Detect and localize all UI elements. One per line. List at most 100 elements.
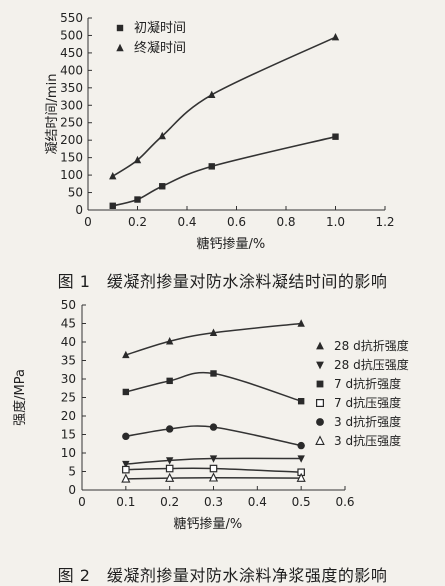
legend-label: 28 d抗折强度 bbox=[334, 338, 409, 353]
data-point bbox=[159, 183, 166, 190]
y-tick-label: 25 bbox=[61, 391, 76, 405]
legend-label: 3 d抗折强度 bbox=[334, 414, 401, 429]
data-point bbox=[109, 171, 117, 180]
setting-time-chart: 0 50 100 150 200 250 300 350 400 450 500 550 0 0.2 0.4… bbox=[44, 11, 395, 252]
y-tick-label: 40 bbox=[61, 335, 76, 349]
x-tick-label: 1.2 bbox=[375, 215, 394, 229]
data-point bbox=[296, 472, 306, 482]
y-tick-label: 150 bbox=[60, 151, 83, 165]
data-point bbox=[209, 455, 218, 463]
y-tick-label: 500 bbox=[60, 28, 83, 42]
x-tick-label: 1.0 bbox=[326, 215, 345, 229]
data-point bbox=[297, 455, 305, 463]
data-point bbox=[332, 133, 339, 140]
data-point bbox=[209, 328, 218, 336]
series-line-5 bbox=[125, 477, 302, 480]
figure-2-caption: 图 2 缓凝剂掺量对防水涂料净浆强度的影响 bbox=[57, 566, 388, 585]
y-tick-label: 50 bbox=[68, 186, 83, 200]
legend-marker bbox=[316, 380, 324, 388]
figure-1-caption: 图 1 缓凝剂掺量对防水涂料凝结时间的影响 bbox=[57, 272, 388, 291]
data-point bbox=[122, 432, 130, 441]
legend-label: 7 d抗压强度 bbox=[334, 395, 401, 410]
legend-marker bbox=[316, 418, 324, 426]
x-tick-label: 0.3 bbox=[204, 495, 223, 509]
y-tick-label: 300 bbox=[60, 98, 83, 112]
y-tick-label: 400 bbox=[60, 63, 83, 77]
data-point bbox=[210, 370, 217, 377]
legend-marker bbox=[116, 43, 124, 52]
x-axis-label: 糖钙掺量/% bbox=[174, 516, 243, 532]
data-point bbox=[208, 472, 219, 482]
figure-2: 0 5 10 15 20 25 30 35 40 45 50 0 0.1 0.2 0.3 0.4 0.5 0.6 糖… bbox=[0, 300, 445, 585]
data-point bbox=[121, 473, 131, 483]
legend-marker bbox=[316, 361, 324, 370]
data-point bbox=[109, 202, 116, 210]
x-tick-label: 0.8 bbox=[276, 215, 295, 229]
series-line-3 bbox=[125, 467, 302, 473]
y-tick-label: 450 bbox=[60, 46, 83, 60]
series-line-0 bbox=[125, 322, 302, 356]
y-tick-label: 10 bbox=[61, 446, 76, 460]
y-tick-label: 550 bbox=[60, 11, 83, 25]
y-tick-label: 15 bbox=[61, 428, 76, 442]
x-tick-label: 0.1 bbox=[116, 495, 135, 509]
legend-label: 终凝时间 bbox=[134, 40, 186, 56]
data-point bbox=[165, 425, 174, 433]
x-tick-label: 0.6 bbox=[227, 215, 246, 229]
data-point bbox=[297, 398, 305, 405]
data-point bbox=[133, 155, 142, 164]
series-line-0 bbox=[112, 135, 336, 207]
legend-marker bbox=[315, 435, 325, 445]
legend-label: 28 d抗压强度 bbox=[334, 357, 409, 372]
y-tick-label: 250 bbox=[60, 116, 83, 130]
data-point bbox=[122, 460, 130, 469]
data-point bbox=[158, 131, 166, 140]
data-point bbox=[165, 337, 174, 345]
series-line-1 bbox=[112, 36, 336, 177]
series-line-4 bbox=[125, 425, 302, 447]
legend-label: 7 d抗折强度 bbox=[334, 376, 401, 391]
x-tick-label: 0.4 bbox=[177, 215, 196, 229]
legend-marker bbox=[316, 341, 324, 350]
legend-marker bbox=[316, 398, 325, 407]
strength-chart: 0 5 10 15 20 25 30 35 40 45 50 0 0.1 0.2 0.3 0.4 0.5 0.6 糖… bbox=[12, 300, 409, 532]
y-tick-label: 0 bbox=[68, 483, 76, 497]
figure-1: 0 50 100 150 200 250 300 350 400 450 500 550 0 0.2 0.4… bbox=[44, 11, 395, 291]
data-point bbox=[165, 472, 175, 482]
y-tick-label: 0 bbox=[75, 203, 83, 217]
x-tick-label: 0.6 bbox=[335, 495, 354, 509]
y-tick-label: 200 bbox=[60, 133, 83, 147]
data-point bbox=[122, 388, 130, 396]
data-point bbox=[208, 90, 216, 98]
x-tick-label: 0 bbox=[84, 215, 92, 229]
legend-label: 初凝时间 bbox=[134, 20, 186, 36]
series-line-2 bbox=[125, 371, 302, 402]
x-tick-label: 0.5 bbox=[292, 495, 311, 509]
data-point bbox=[331, 33, 340, 41]
x-axis-label: 糖钙掺量/% bbox=[197, 236, 266, 252]
y-tick-label: 35 bbox=[61, 354, 76, 368]
y-tick-label: 5 bbox=[68, 465, 76, 479]
data-point bbox=[208, 163, 215, 170]
y-axis-label: 强度/MPa bbox=[12, 369, 28, 426]
series-line-1 bbox=[125, 457, 302, 465]
legend-marker bbox=[116, 24, 124, 32]
data-point bbox=[134, 196, 141, 203]
data-point bbox=[122, 465, 130, 474]
data-point bbox=[209, 423, 218, 431]
data-point bbox=[297, 441, 305, 450]
y-tick-label: 350 bbox=[60, 81, 83, 95]
y-tick-label: 20 bbox=[61, 409, 76, 423]
data-point bbox=[165, 464, 174, 473]
x-tick-label: 0 bbox=[78, 495, 86, 509]
data-point bbox=[122, 350, 130, 359]
y-axis-label: 凝结时间/min bbox=[44, 74, 60, 155]
x-tick-label: 0.2 bbox=[128, 215, 147, 229]
x-tick-label: 0.2 bbox=[160, 495, 179, 509]
y-tick-label: 100 bbox=[60, 168, 83, 182]
y-tick-label: 45 bbox=[61, 317, 76, 331]
data-point bbox=[165, 457, 174, 465]
data-point bbox=[166, 377, 173, 385]
data-point bbox=[209, 464, 218, 473]
data-point bbox=[297, 319, 305, 327]
